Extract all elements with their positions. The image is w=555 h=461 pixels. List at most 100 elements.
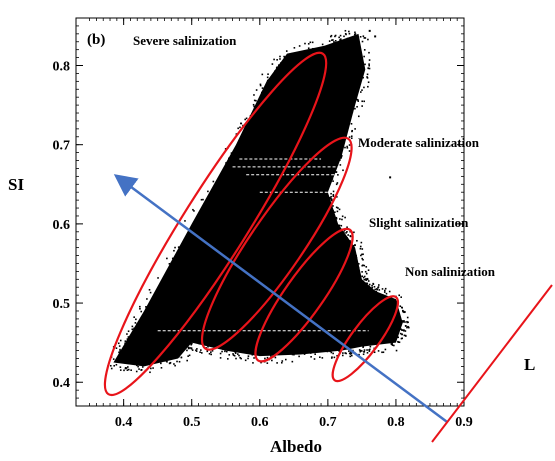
scatter-point (336, 158, 339, 161)
scatter-point (271, 88, 274, 90)
scatter-point (338, 208, 341, 211)
scatter-point (328, 213, 330, 216)
scatter-point (222, 348, 224, 351)
scatter-point (373, 285, 376, 288)
scatter-point (330, 351, 333, 354)
scatter-point (367, 269, 370, 272)
scatter-point (346, 145, 348, 148)
scatter-point (133, 336, 136, 338)
scatter-point (354, 128, 356, 130)
scatter-point (344, 32, 347, 35)
scatter-point (406, 326, 408, 329)
scatter-point (343, 229, 346, 232)
scatter-point (335, 154, 338, 156)
scatter-point (316, 50, 319, 52)
scatter-point (145, 308, 147, 311)
scatter-point (390, 341, 392, 344)
scatter-point (357, 115, 360, 118)
scatter-point (168, 362, 171, 365)
scatter-point (131, 348, 133, 350)
scatter-point (134, 322, 137, 324)
scatter-point (280, 62, 282, 64)
scatter-point (334, 168, 336, 170)
scatter-point (298, 355, 300, 358)
scatter-point (341, 354, 344, 357)
scatter-point (363, 37, 366, 39)
scatter-point (330, 34, 333, 37)
scatter-point (138, 331, 141, 333)
scatter-point (124, 367, 127, 370)
scatter-point (358, 41, 360, 44)
scatter-point (285, 62, 288, 65)
scatter-point (334, 211, 336, 213)
scatter-point (352, 38, 354, 41)
scatter-point (343, 35, 345, 38)
scatter-point (230, 165, 232, 168)
scatter-point (140, 310, 143, 313)
scatter-point (146, 314, 148, 316)
scatter-point (184, 344, 186, 347)
scatter-point (337, 207, 339, 209)
scatter-point (207, 190, 209, 193)
scatter-point (232, 156, 235, 159)
scatter-point (259, 84, 262, 87)
scatter-point (363, 278, 366, 281)
scatter-point (271, 87, 273, 89)
scatter-point (253, 99, 256, 102)
scatter-point (170, 261, 173, 264)
scatter-point (361, 248, 364, 250)
scatter-point (362, 345, 365, 348)
scatter-point (275, 74, 277, 77)
scatter-point (336, 182, 339, 184)
scatter-point (267, 83, 270, 86)
scatter-point (177, 355, 180, 358)
scatter-point (336, 196, 338, 198)
scatter-point (134, 327, 136, 330)
scatter-point (253, 348, 255, 351)
scatter-point (135, 370, 138, 373)
scatter-point (193, 210, 195, 212)
scatter-point (330, 192, 332, 195)
scatter-point (266, 79, 269, 82)
scatter-point (174, 364, 176, 367)
scatter-point (339, 34, 342, 37)
scatter-point (356, 79, 359, 81)
scatter-point (267, 73, 269, 75)
scatter-point (349, 39, 351, 42)
scatter-point (400, 296, 402, 298)
scatter-point (314, 353, 316, 356)
scatter-point (332, 190, 335, 193)
scatter-point (360, 64, 362, 66)
scatter-point (121, 357, 123, 359)
scatter-point (338, 224, 341, 227)
scatter-point (127, 366, 129, 368)
scatter-point (397, 336, 399, 339)
scatter-point (144, 311, 146, 314)
scatter-point (365, 279, 367, 282)
scatter-point (343, 231, 345, 233)
scatter-point (361, 105, 363, 107)
scatter-point (271, 82, 273, 85)
scatter-point (353, 93, 356, 96)
scatter-point (347, 247, 349, 250)
scatter-point (310, 355, 312, 358)
scatter-point (225, 350, 228, 353)
scatter-point (249, 350, 251, 353)
scatter-point (335, 217, 338, 220)
scatter-point (345, 39, 348, 42)
scatter-point (346, 147, 349, 149)
scatter-point (307, 47, 310, 50)
scatter-point (316, 49, 319, 52)
scatter-point (367, 67, 370, 70)
scatter-point (352, 43, 355, 46)
scatter-point (140, 361, 142, 363)
scatter-point (291, 52, 294, 55)
outlier-point (374, 35, 377, 38)
scatter-point (392, 302, 395, 305)
scatter-point (400, 306, 403, 309)
y-tick-label: 0.8 (53, 60, 71, 75)
scatter-point (127, 336, 130, 338)
scatter-point (340, 38, 342, 40)
scatter-point (275, 79, 277, 82)
scatter-point (320, 53, 323, 56)
